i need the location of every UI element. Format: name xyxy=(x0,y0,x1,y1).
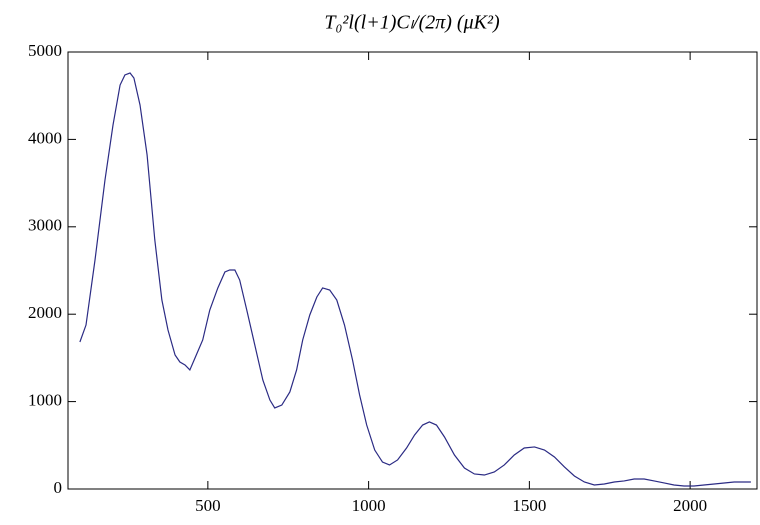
x-tick-label: 1500 xyxy=(512,496,546,515)
y-tick-label: 4000 xyxy=(28,128,62,147)
x-tick-label: 2000 xyxy=(673,496,707,515)
y-tick-label: 3000 xyxy=(28,216,62,235)
y-tick-label: 0 xyxy=(54,478,63,497)
data-line xyxy=(79,72,751,487)
x-tick-label: 500 xyxy=(195,496,221,515)
plot-frame xyxy=(67,51,758,490)
chart-title: T₀²l(l+1)Cₗ/(2π) (μK²) xyxy=(324,12,500,34)
y-tick-label: 1000 xyxy=(28,391,62,410)
x-tick-label: 1000 xyxy=(352,496,386,515)
y-tick-label: 5000 xyxy=(28,41,62,60)
y-tick-label: 2000 xyxy=(28,303,62,322)
